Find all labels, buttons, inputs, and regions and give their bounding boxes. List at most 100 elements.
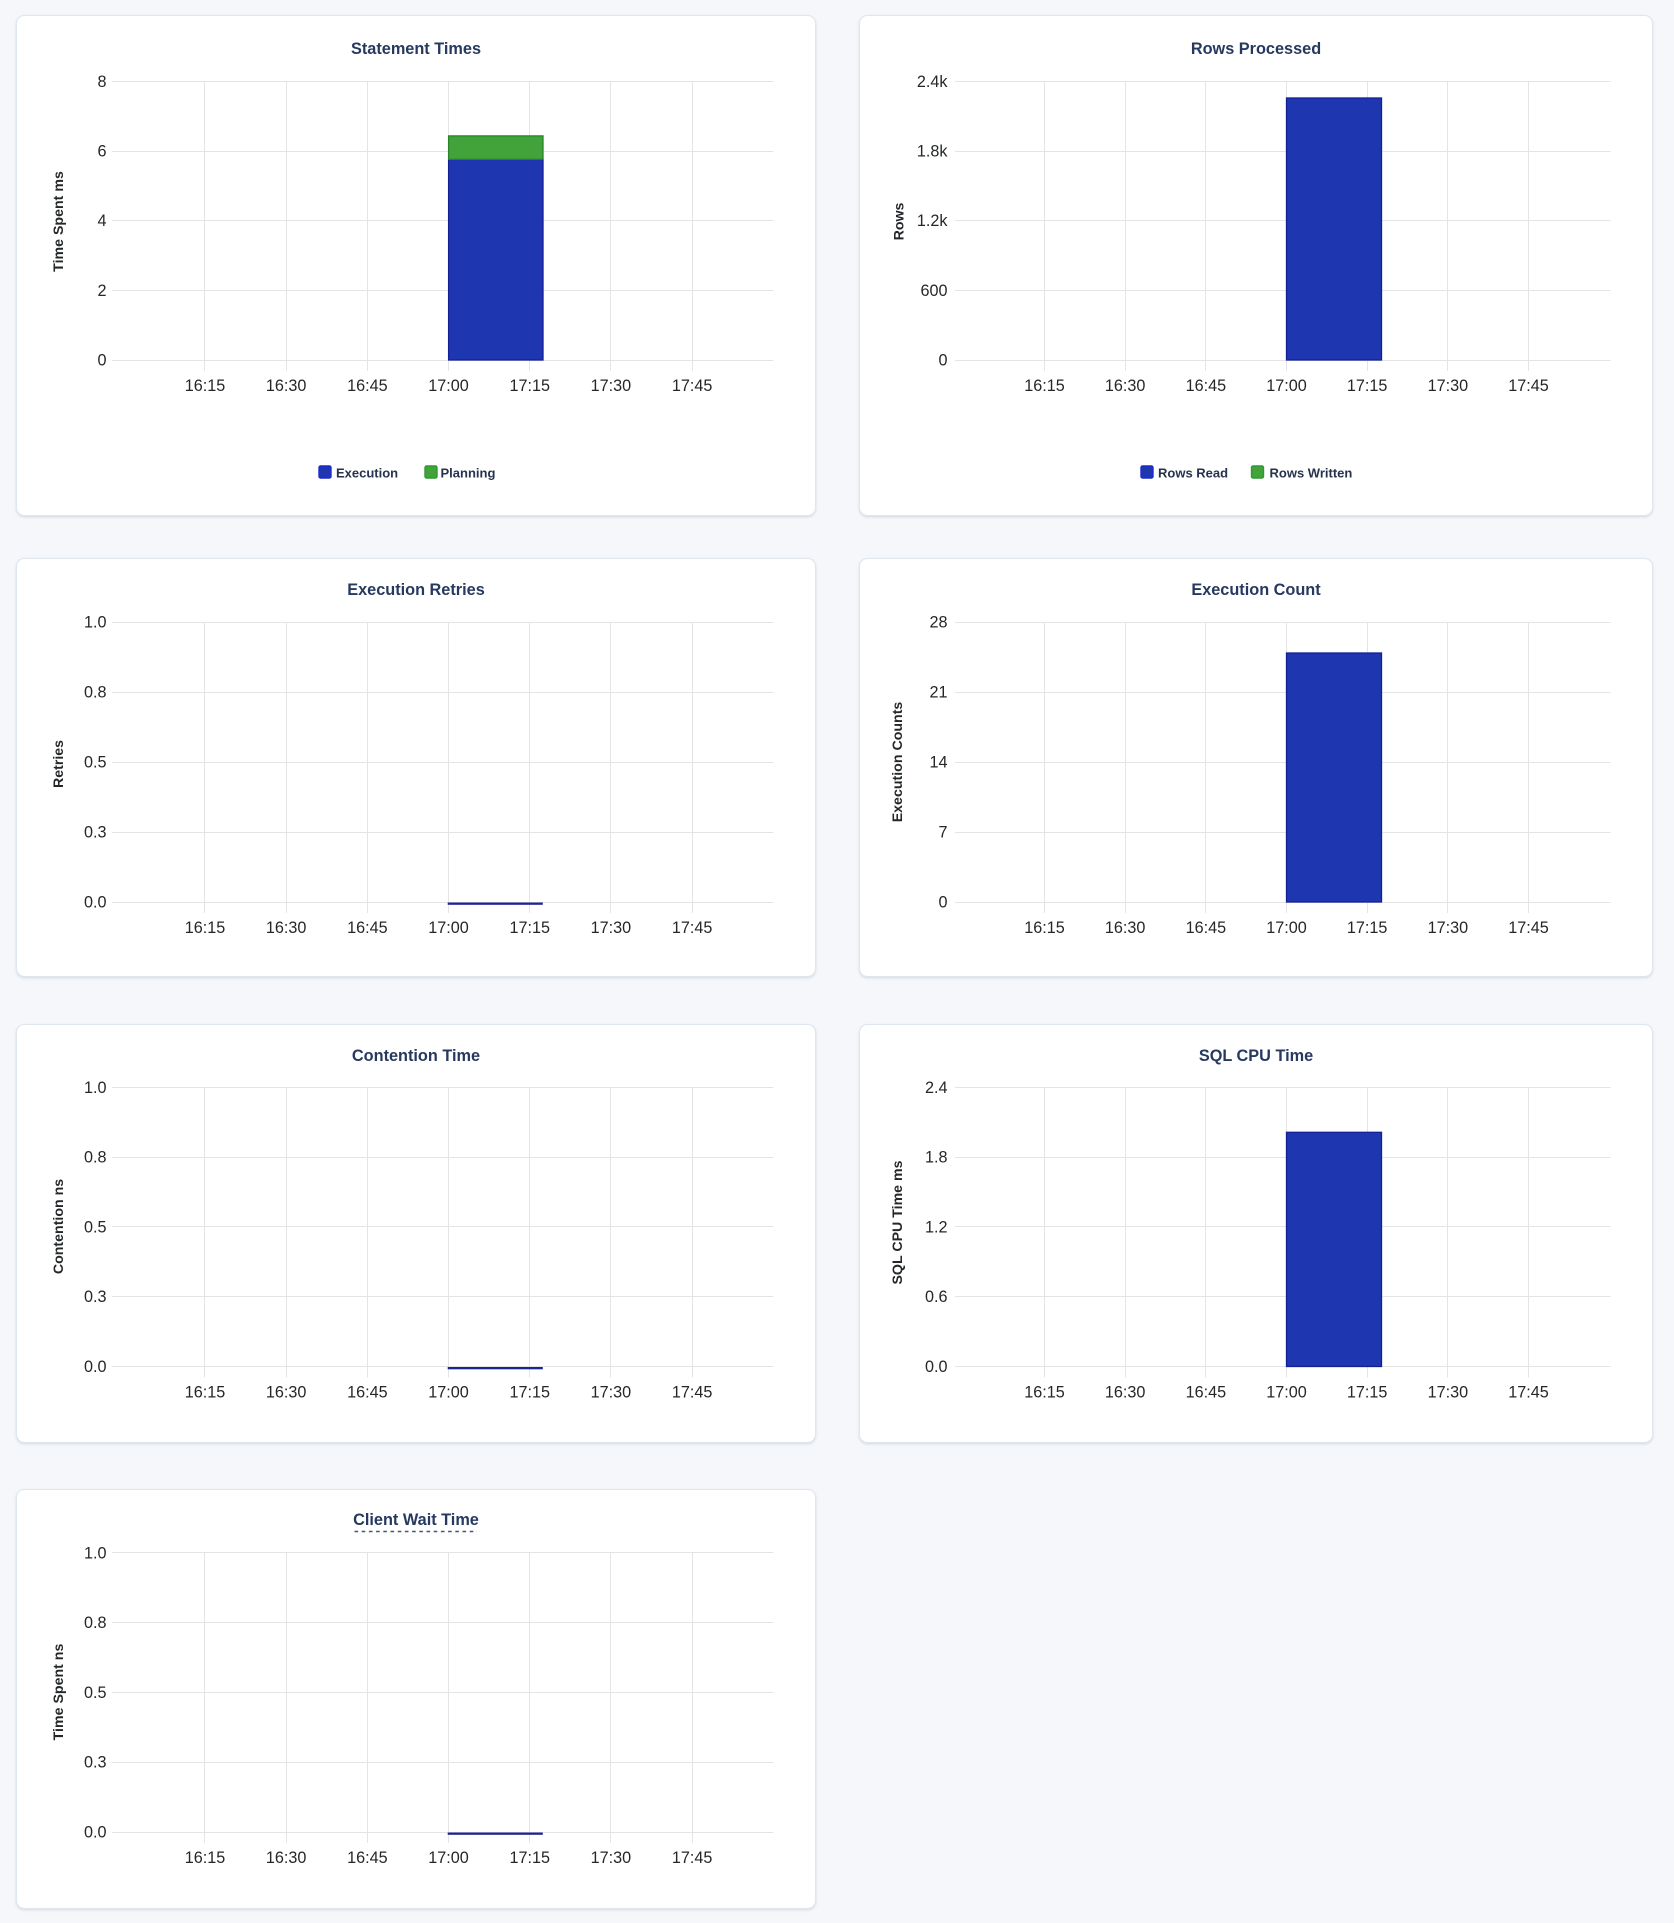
- svg-text:600: 600: [920, 282, 947, 300]
- svg-text:17:15: 17:15: [1347, 1384, 1388, 1402]
- svg-text:0: 0: [938, 351, 947, 369]
- svg-text:Execution Retries: Execution Retries: [347, 581, 485, 599]
- svg-text:17:15: 17:15: [1347, 919, 1388, 937]
- svg-text:16:15: 16:15: [185, 919, 226, 937]
- svg-text:16:45: 16:45: [347, 1384, 388, 1402]
- svg-text:17:15: 17:15: [1347, 377, 1388, 395]
- svg-text:0.6: 0.6: [925, 1288, 948, 1306]
- svg-text:21: 21: [929, 683, 947, 701]
- svg-text:0.3: 0.3: [84, 1754, 107, 1772]
- svg-text:0.3: 0.3: [84, 823, 107, 841]
- svg-text:1.0: 1.0: [84, 613, 107, 631]
- svg-text:14: 14: [929, 753, 947, 771]
- svg-text:0.0: 0.0: [84, 893, 107, 911]
- svg-text:17:45: 17:45: [1508, 377, 1549, 395]
- svg-text:17:00: 17:00: [1266, 377, 1307, 395]
- svg-text:17:30: 17:30: [1428, 919, 1469, 937]
- svg-text:16:45: 16:45: [1186, 377, 1227, 395]
- svg-text:Contention Time: Contention Time: [352, 1047, 480, 1065]
- svg-text:8: 8: [97, 73, 106, 91]
- svg-text:16:30: 16:30: [266, 377, 307, 395]
- svg-text:4: 4: [97, 212, 106, 230]
- svg-text:16:45: 16:45: [1186, 1384, 1227, 1402]
- svg-text:1.2k: 1.2k: [917, 212, 949, 230]
- svg-text:16:15: 16:15: [1024, 1384, 1065, 1402]
- svg-text:Planning: Planning: [441, 466, 496, 481]
- svg-text:16:15: 16:15: [185, 377, 226, 395]
- svg-text:0.5: 0.5: [84, 1684, 107, 1702]
- svg-text:Execution: Execution: [336, 466, 398, 481]
- svg-text:16:30: 16:30: [1105, 1384, 1146, 1402]
- svg-text:17:15: 17:15: [509, 377, 550, 395]
- svg-text:2.4k: 2.4k: [917, 73, 949, 91]
- svg-text:16:45: 16:45: [1186, 919, 1227, 937]
- svg-text:17:45: 17:45: [672, 377, 713, 395]
- svg-text:0.5: 0.5: [84, 753, 107, 771]
- svg-text:0.0: 0.0: [84, 1823, 107, 1841]
- svg-text:1.0: 1.0: [84, 1544, 107, 1562]
- svg-text:7: 7: [938, 823, 947, 841]
- svg-text:Contention ns: Contention ns: [51, 1179, 67, 1274]
- svg-text:2.4: 2.4: [925, 1079, 948, 1097]
- svg-text:0.0: 0.0: [925, 1358, 948, 1376]
- svg-text:17:30: 17:30: [591, 1384, 632, 1402]
- svg-text:2: 2: [97, 282, 106, 300]
- svg-text:Rows: Rows: [892, 202, 908, 240]
- svg-text:17:30: 17:30: [1428, 1384, 1469, 1402]
- svg-text:28: 28: [929, 613, 947, 631]
- svg-text:17:45: 17:45: [672, 1849, 713, 1867]
- svg-text:17:30: 17:30: [591, 377, 632, 395]
- svg-text:16:30: 16:30: [266, 1384, 307, 1402]
- svg-text:Rows Processed: Rows Processed: [1191, 40, 1321, 58]
- svg-text:17:15: 17:15: [509, 1849, 550, 1867]
- svg-text:17:00: 17:00: [428, 1849, 469, 1867]
- svg-text:Time Spent ms: Time Spent ms: [51, 171, 67, 272]
- svg-text:0.3: 0.3: [84, 1288, 107, 1306]
- svg-text:16:45: 16:45: [347, 1849, 388, 1867]
- svg-text:17:00: 17:00: [1266, 919, 1307, 937]
- svg-text:16:30: 16:30: [266, 919, 307, 937]
- svg-text:17:30: 17:30: [591, 1849, 632, 1867]
- svg-text:Retries: Retries: [51, 740, 67, 788]
- svg-text:Client Wait Time: Client Wait Time: [353, 1511, 479, 1529]
- svg-text:SQL CPU Time ms: SQL CPU Time ms: [890, 1160, 906, 1284]
- svg-text:0: 0: [938, 893, 947, 911]
- svg-text:16:30: 16:30: [266, 1849, 307, 1867]
- svg-text:17:00: 17:00: [428, 377, 469, 395]
- svg-text:17:15: 17:15: [509, 919, 550, 937]
- svg-text:17:15: 17:15: [509, 1384, 550, 1402]
- svg-text:17:45: 17:45: [672, 1384, 713, 1402]
- svg-text:16:45: 16:45: [347, 919, 388, 937]
- svg-text:17:45: 17:45: [672, 919, 713, 937]
- svg-text:Rows Written: Rows Written: [1270, 466, 1353, 481]
- svg-text:17:00: 17:00: [1266, 1384, 1307, 1402]
- svg-text:1.0: 1.0: [84, 1079, 107, 1097]
- svg-text:16:15: 16:15: [185, 1849, 226, 1867]
- svg-text:Rows Read: Rows Read: [1158, 466, 1228, 481]
- svg-text:0.5: 0.5: [84, 1218, 107, 1236]
- svg-text:17:00: 17:00: [428, 919, 469, 937]
- svg-text:16:15: 16:15: [1024, 919, 1065, 937]
- svg-text:16:30: 16:30: [1105, 919, 1146, 937]
- svg-text:1.8: 1.8: [925, 1149, 948, 1167]
- svg-text:0: 0: [97, 351, 106, 369]
- svg-text:1.2: 1.2: [925, 1218, 948, 1236]
- svg-text:0.0: 0.0: [84, 1358, 107, 1376]
- svg-text:0.8: 0.8: [84, 1149, 107, 1167]
- svg-text:Time Spent ns: Time Spent ns: [51, 1644, 67, 1741]
- svg-text:17:30: 17:30: [1428, 377, 1469, 395]
- svg-text:6: 6: [97, 143, 106, 161]
- svg-text:0.8: 0.8: [84, 1614, 107, 1632]
- svg-text:SQL CPU Time: SQL CPU Time: [1199, 1047, 1313, 1065]
- svg-text:17:00: 17:00: [428, 1384, 469, 1402]
- svg-text:0.8: 0.8: [84, 683, 107, 701]
- svg-text:Execution Count: Execution Count: [1191, 581, 1321, 599]
- svg-text:17:45: 17:45: [1508, 919, 1549, 937]
- svg-text:17:30: 17:30: [591, 919, 632, 937]
- svg-text:17:45: 17:45: [1508, 1384, 1549, 1402]
- svg-text:16:15: 16:15: [185, 1384, 226, 1402]
- svg-text:Statement Times: Statement Times: [351, 40, 481, 58]
- svg-text:16:30: 16:30: [1105, 377, 1146, 395]
- svg-text:16:15: 16:15: [1024, 377, 1065, 395]
- svg-text:Execution Counts: Execution Counts: [890, 702, 906, 823]
